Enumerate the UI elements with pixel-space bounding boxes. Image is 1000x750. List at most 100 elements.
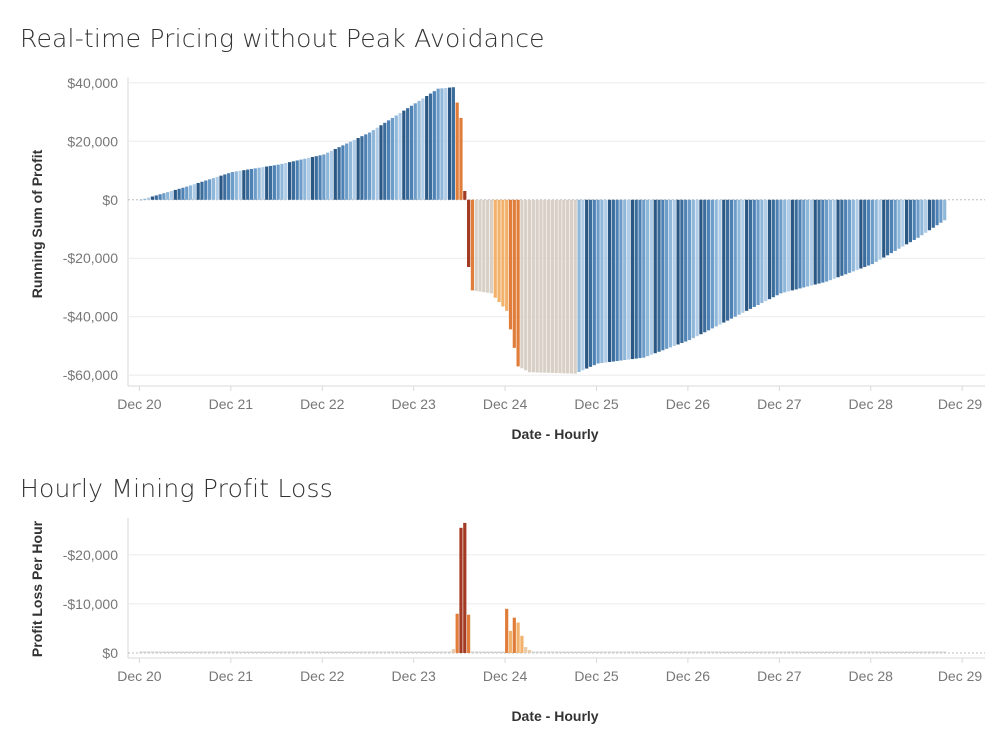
bar: [889, 651, 893, 653]
bar: [737, 651, 741, 653]
bar: [882, 651, 886, 653]
bar: [665, 199, 669, 349]
x-tick-label: Dec 29: [938, 668, 983, 684]
bar: [832, 651, 836, 653]
x-tick-label: Dec 22: [300, 396, 345, 412]
bar: [722, 651, 726, 653]
y-tick-label: -$20,000: [63, 547, 118, 563]
bar: [943, 651, 947, 653]
bar: [215, 651, 219, 653]
bar: [215, 176, 219, 200]
bar: [592, 199, 596, 366]
bar: [166, 192, 170, 200]
bar: [520, 199, 524, 369]
bar: [554, 199, 558, 374]
bar: [611, 651, 615, 653]
bar: [516, 199, 520, 367]
bar: [623, 199, 627, 361]
bar: [825, 199, 829, 282]
bar: [539, 651, 543, 653]
bar: [634, 199, 638, 359]
bar: [257, 651, 261, 653]
x-tick-label: Dec 26: [666, 668, 711, 684]
bar: [493, 651, 497, 653]
bar: [748, 651, 753, 653]
bar: [150, 651, 155, 653]
bar: [703, 199, 707, 333]
bar: [227, 173, 231, 200]
bar: [588, 199, 593, 367]
bar: [223, 174, 227, 200]
bar: [840, 199, 844, 276]
chart-title: Real-time Pricing without Peak Avoidance: [20, 24, 545, 53]
bar: [318, 155, 322, 200]
bar: [497, 199, 501, 303]
x-tick-label: Dec 24: [483, 396, 528, 412]
bar: [844, 651, 848, 653]
bar: [265, 651, 269, 653]
bar: [371, 651, 375, 653]
bar: [181, 187, 185, 200]
bar: [699, 651, 703, 653]
bar: [466, 614, 471, 653]
bar: [562, 651, 566, 653]
bar: [326, 651, 330, 653]
bar: [566, 199, 570, 374]
bar: [844, 199, 848, 275]
x-tick-label: Dec 20: [117, 668, 162, 684]
bar: [821, 199, 825, 283]
bar: [878, 651, 882, 653]
bar: [596, 651, 600, 653]
x-tick-label: Dec 27: [757, 396, 802, 412]
bar: [893, 651, 897, 653]
bar: [802, 199, 806, 288]
bar: [813, 199, 817, 285]
x-tick-label: Dec 28: [849, 396, 894, 412]
bar: [562, 199, 566, 374]
bar: [207, 651, 212, 653]
bar: [573, 199, 577, 374]
bar: [779, 651, 783, 653]
bar: [535, 199, 539, 373]
bar: [885, 199, 890, 256]
bar: [794, 651, 798, 653]
bar: [703, 651, 707, 653]
bar: [436, 651, 440, 653]
bar: [646, 651, 650, 653]
bar: [859, 651, 863, 653]
bar: [882, 199, 886, 258]
bar: [177, 651, 181, 653]
x-tick-label: Dec 21: [209, 396, 254, 412]
bar: [569, 199, 574, 374]
bar: [524, 647, 528, 653]
y-tick-label: $0: [102, 192, 118, 208]
bar: [371, 130, 375, 200]
bar: [227, 651, 231, 653]
bar: [866, 651, 871, 653]
bar: [554, 651, 558, 653]
bar: [680, 199, 684, 343]
bar: [607, 651, 612, 653]
bar: [230, 172, 235, 200]
bar: [516, 622, 520, 653]
bar: [310, 157, 315, 200]
bar: [520, 635, 524, 653]
bar: [775, 651, 779, 653]
bar: [611, 199, 615, 362]
bar: [691, 199, 695, 339]
bar: [223, 651, 227, 653]
bar: [855, 199, 859, 270]
bar: [375, 651, 379, 653]
bar: [322, 651, 326, 653]
bar: [428, 651, 433, 653]
bar: [409, 651, 414, 653]
bar: [836, 651, 840, 653]
bar: [855, 651, 859, 653]
bar: [181, 651, 185, 653]
bar: [451, 87, 455, 200]
bar: [379, 125, 383, 200]
bar: [684, 199, 688, 342]
bar: [676, 651, 680, 653]
bar: [687, 651, 692, 653]
bar: [752, 199, 756, 307]
